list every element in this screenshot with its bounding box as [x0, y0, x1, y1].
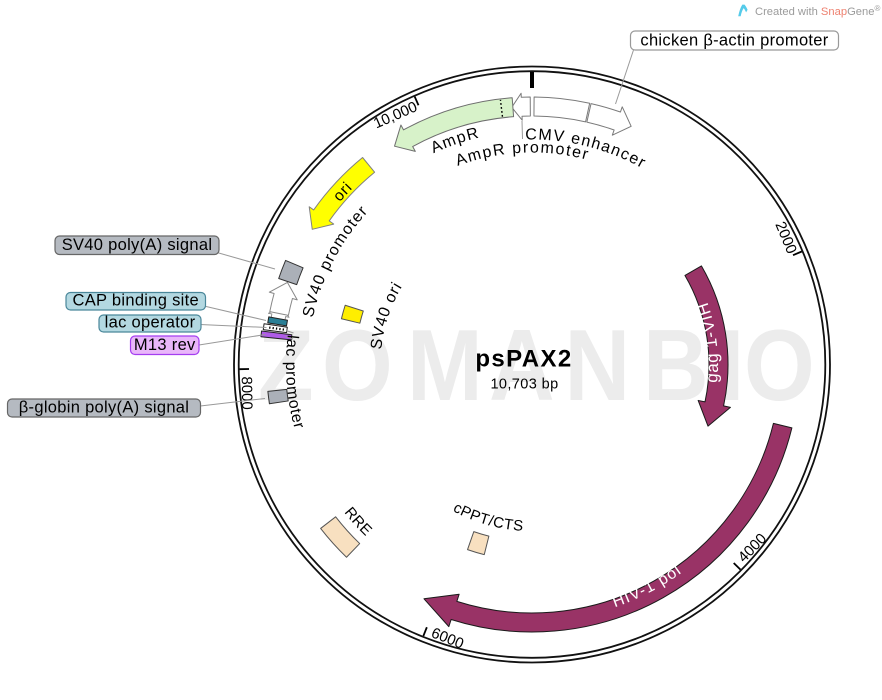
svg-text:M13 rev: M13 rev: [134, 336, 196, 354]
svg-text:SV40 poly(A) signal: SV40 poly(A) signal: [62, 236, 213, 254]
svg-text:Created with SnapGene®: Created with SnapGene®: [755, 4, 880, 18]
svg-text:10,703 bp: 10,703 bp: [490, 377, 558, 393]
svg-text:CAP binding site: CAP binding site: [73, 292, 200, 310]
svg-text:psPAX2: psPAX2: [475, 346, 572, 373]
svg-text:lac operator: lac operator: [105, 314, 196, 332]
svg-text:β-globin poly(A) signal: β-globin poly(A) signal: [19, 399, 189, 417]
svg-text:chicken β-actin promoter: chicken β-actin promoter: [640, 32, 828, 50]
svg-text:8000: 8000: [238, 376, 256, 410]
